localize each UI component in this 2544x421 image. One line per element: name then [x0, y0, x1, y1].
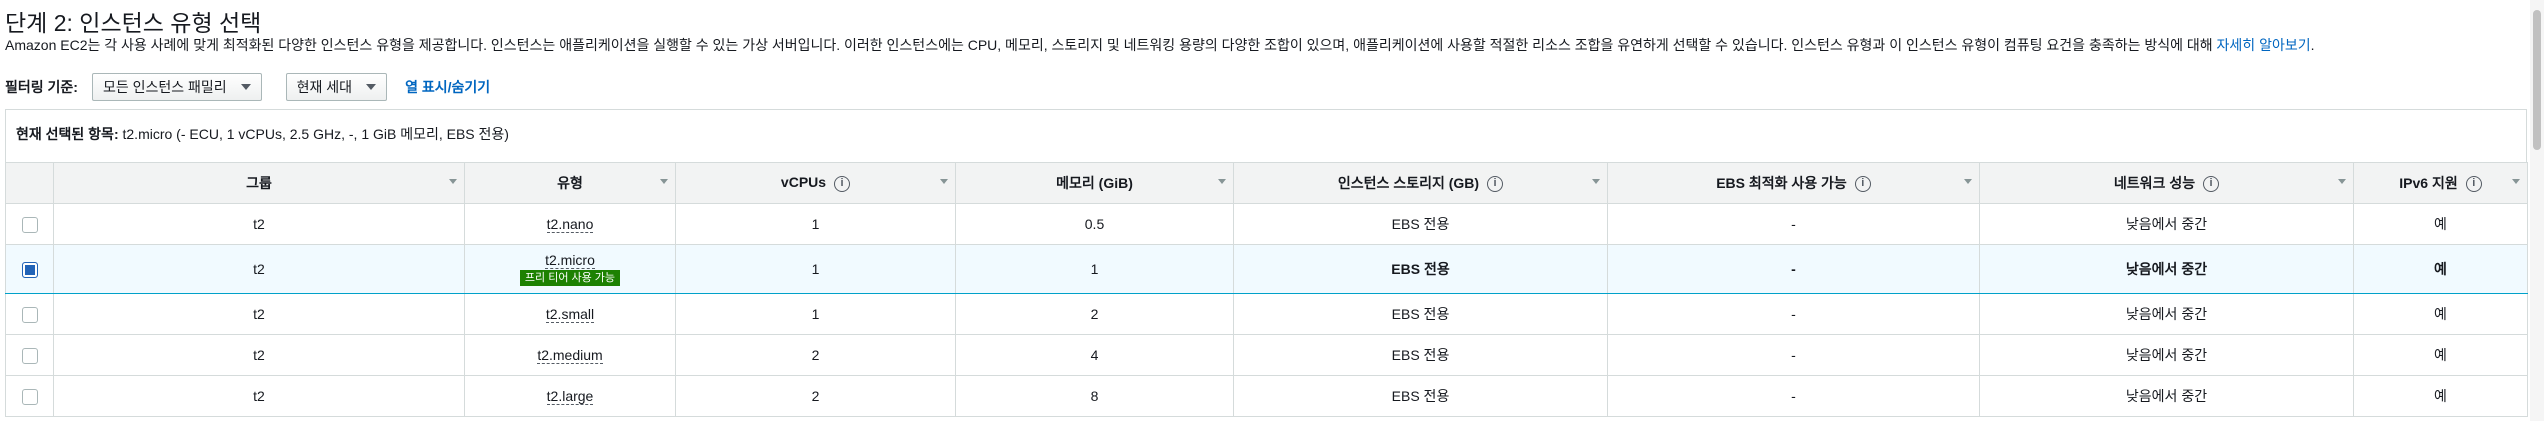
- table-row[interactable]: t2 t2.large 2 8 EBS 전용 - 낮음에서 중간 예: [5, 375, 2528, 417]
- cell-network: 낮음에서 중간: [1979, 293, 2354, 335]
- sort-icon: [1964, 179, 1972, 184]
- cell-group: t2: [53, 203, 465, 245]
- cell-network: 낮음에서 중간: [1979, 375, 2354, 417]
- scrollbar-thumb[interactable]: [2533, 10, 2541, 150]
- table-row[interactable]: t2 t2.nano 1 0.5 EBS 전용 - 낮음에서 중간 예: [5, 203, 2528, 245]
- header-type[interactable]: 유형: [464, 162, 676, 204]
- info-icon[interactable]: i: [834, 175, 851, 192]
- cell-storage: EBS 전용: [1233, 244, 1608, 294]
- cell-network: 낮음에서 중간: [1979, 203, 2354, 245]
- cell-storage: EBS 전용: [1233, 375, 1608, 417]
- instance-type-table: 그룹 유형 vCPUs i 메모리 (GiB) 인스턴스 스토리지 (GB) i E…: [5, 162, 2528, 417]
- filter-label: 필터링 기준:: [5, 79, 78, 95]
- cell-group: t2: [53, 375, 465, 417]
- table-row-selected[interactable]: t2 t2.micro 프리 티어 사용 가능 1 1 EBS 전용 - 낮음에서…: [5, 244, 2528, 294]
- cell-memory: 1: [955, 244, 1234, 294]
- current-selection: 현재 선택된 항목: t2.micro (- ECU, 1 vCPUs, 2.5…: [5, 109, 2527, 162]
- cell-ebs: -: [1607, 244, 1980, 294]
- cell-ipv6: 예: [2353, 334, 2528, 376]
- cell-vcpus: 2: [675, 375, 956, 417]
- header-ebs[interactable]: EBS 최적화 사용 가능 i: [1607, 162, 1980, 204]
- cell-vcpus: 1: [675, 203, 956, 245]
- description-suffix: .: [2310, 37, 2315, 53]
- cell-storage: EBS 전용: [1233, 203, 1608, 245]
- cell-ebs: -: [1607, 293, 1980, 335]
- header-memory[interactable]: 메모리 (GiB): [955, 162, 1234, 204]
- row-checkbox[interactable]: [21, 216, 38, 233]
- header-select: [5, 162, 54, 204]
- cell-group: t2: [53, 244, 465, 294]
- cell-group: t2: [53, 293, 465, 335]
- show-hide-columns-link[interactable]: 열 표시/숨기기: [405, 79, 491, 95]
- info-icon[interactable]: i: [2465, 176, 2482, 193]
- table-row[interactable]: t2 t2.small 1 2 EBS 전용 - 낮음에서 중간 예: [5, 293, 2528, 335]
- vertical-scrollbar[interactable]: [2530, 0, 2544, 421]
- header-storage[interactable]: 인스턴스 스토리지 (GB) i: [1233, 162, 1608, 204]
- row-checkbox[interactable]: [21, 388, 38, 405]
- table-header-row: 그룹 유형 vCPUs i 메모리 (GiB) 인스턴스 스토리지 (GB) i E…: [5, 162, 2528, 204]
- cell-type[interactable]: t2.large: [546, 388, 594, 405]
- description-text: Amazon EC2는 각 사용 사례에 맞게 최적화된 다양한 인스턴스 유형…: [5, 37, 2217, 53]
- cell-memory: 0.5: [955, 203, 1234, 245]
- cell-vcpus: 2: [675, 334, 956, 376]
- row-checkbox[interactable]: [21, 306, 38, 323]
- sort-icon: [940, 179, 948, 184]
- table-row[interactable]: t2 t2.medium 2 4 EBS 전용 - 낮음에서 중간 예: [5, 334, 2528, 376]
- instance-family-value: 모든 인스턴스 패밀리: [102, 79, 227, 95]
- header-ipv6[interactable]: IPv6 지원 i: [2353, 162, 2528, 204]
- sort-icon: [449, 179, 457, 184]
- sort-icon: [2512, 179, 2520, 184]
- header-group[interactable]: 그룹: [53, 162, 465, 204]
- cell-vcpus: 1: [675, 293, 956, 335]
- cell-ipv6: 예: [2353, 375, 2528, 417]
- row-checkbox[interactable]: [21, 347, 38, 364]
- cell-network: 낮음에서 중간: [1979, 334, 2354, 376]
- cell-type[interactable]: t2.medium: [537, 347, 603, 364]
- cell-group: t2: [53, 334, 465, 376]
- info-icon[interactable]: i: [1487, 176, 1504, 193]
- cell-type[interactable]: t2.small: [545, 306, 595, 323]
- cell-ipv6: 예: [2353, 244, 2528, 294]
- chevron-down-icon: [366, 84, 377, 90]
- cell-storage: EBS 전용: [1233, 293, 1608, 335]
- header-vcpus[interactable]: vCPUs i: [675, 162, 956, 204]
- cell-ipv6: 예: [2353, 293, 2528, 335]
- instance-family-select[interactable]: 모든 인스턴스 패밀리: [91, 73, 262, 101]
- info-icon[interactable]: i: [2203, 176, 2220, 193]
- cell-ebs: -: [1607, 334, 1980, 376]
- learn-more-link[interactable]: 자세히 알아보기: [2216, 37, 2311, 53]
- chevron-down-icon: [240, 84, 251, 90]
- page-title: 단계 2: 인스턴스 유형 선택: [5, 10, 262, 36]
- sort-icon: [660, 179, 668, 184]
- row-checkbox[interactable]: [21, 261, 38, 278]
- cell-type[interactable]: t2.micro: [545, 252, 595, 269]
- cell-network: 낮음에서 중간: [1979, 244, 2354, 294]
- generation-select[interactable]: 현재 세대: [285, 73, 388, 101]
- header-network[interactable]: 네트워크 성능 i: [1979, 162, 2354, 204]
- cell-type[interactable]: t2.nano: [546, 216, 594, 233]
- filter-bar: 필터링 기준: 모든 인스턴스 패밀리 현재 세대 열 표시/숨기기: [5, 72, 490, 102]
- cell-ipv6: 예: [2353, 203, 2528, 245]
- current-selection-label: 현재 선택된 항목:: [16, 126, 119, 142]
- free-tier-badge: 프리 티어 사용 가능: [519, 270, 621, 286]
- sort-icon: [1592, 179, 1600, 184]
- info-icon[interactable]: i: [1854, 176, 1871, 193]
- cell-memory: 8: [955, 375, 1234, 417]
- cell-memory: 2: [955, 293, 1234, 335]
- page-description: Amazon EC2는 각 사용 사례에 맞게 최적화된 다양한 인스턴스 유형…: [5, 35, 2315, 55]
- generation-value: 현재 세대: [296, 79, 353, 95]
- cell-storage: EBS 전용: [1233, 334, 1608, 376]
- sort-icon: [2338, 179, 2346, 184]
- sort-icon: [1218, 179, 1226, 184]
- current-selection-value: t2.micro (- ECU, 1 vCPUs, 2.5 GHz, -, 1 …: [122, 126, 509, 142]
- cell-vcpus: 1: [675, 244, 956, 294]
- cell-memory: 4: [955, 334, 1234, 376]
- cell-ebs: -: [1607, 375, 1980, 417]
- cell-ebs: -: [1607, 203, 1980, 245]
